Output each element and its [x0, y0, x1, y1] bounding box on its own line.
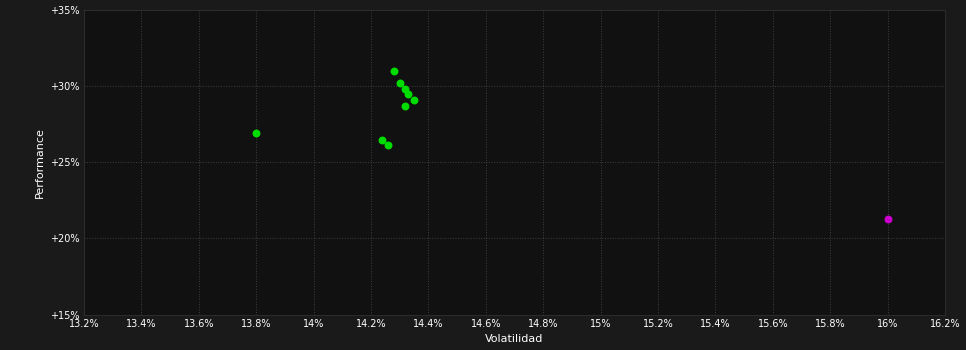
Y-axis label: Performance: Performance: [35, 127, 44, 198]
Point: [381, 142, 396, 147]
X-axis label: Volatilidad: Volatilidad: [485, 335, 544, 344]
Point: [375, 137, 390, 143]
Point: [398, 86, 413, 92]
Point: [248, 130, 264, 136]
Point: [407, 98, 422, 103]
Point: [880, 216, 895, 222]
Point: [386, 69, 402, 74]
Point: [392, 80, 408, 86]
Point: [398, 103, 413, 108]
Point: [401, 91, 416, 97]
